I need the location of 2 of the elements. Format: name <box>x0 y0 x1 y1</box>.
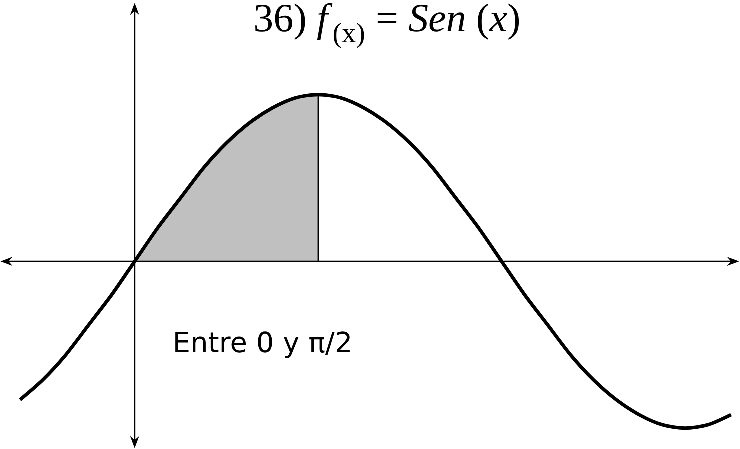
annotation: Entre 0 y π/2 <box>176 332 350 358</box>
chart-title: 36) f$_{(x)}$ = Sen (x) <box>256 3 520 48</box>
